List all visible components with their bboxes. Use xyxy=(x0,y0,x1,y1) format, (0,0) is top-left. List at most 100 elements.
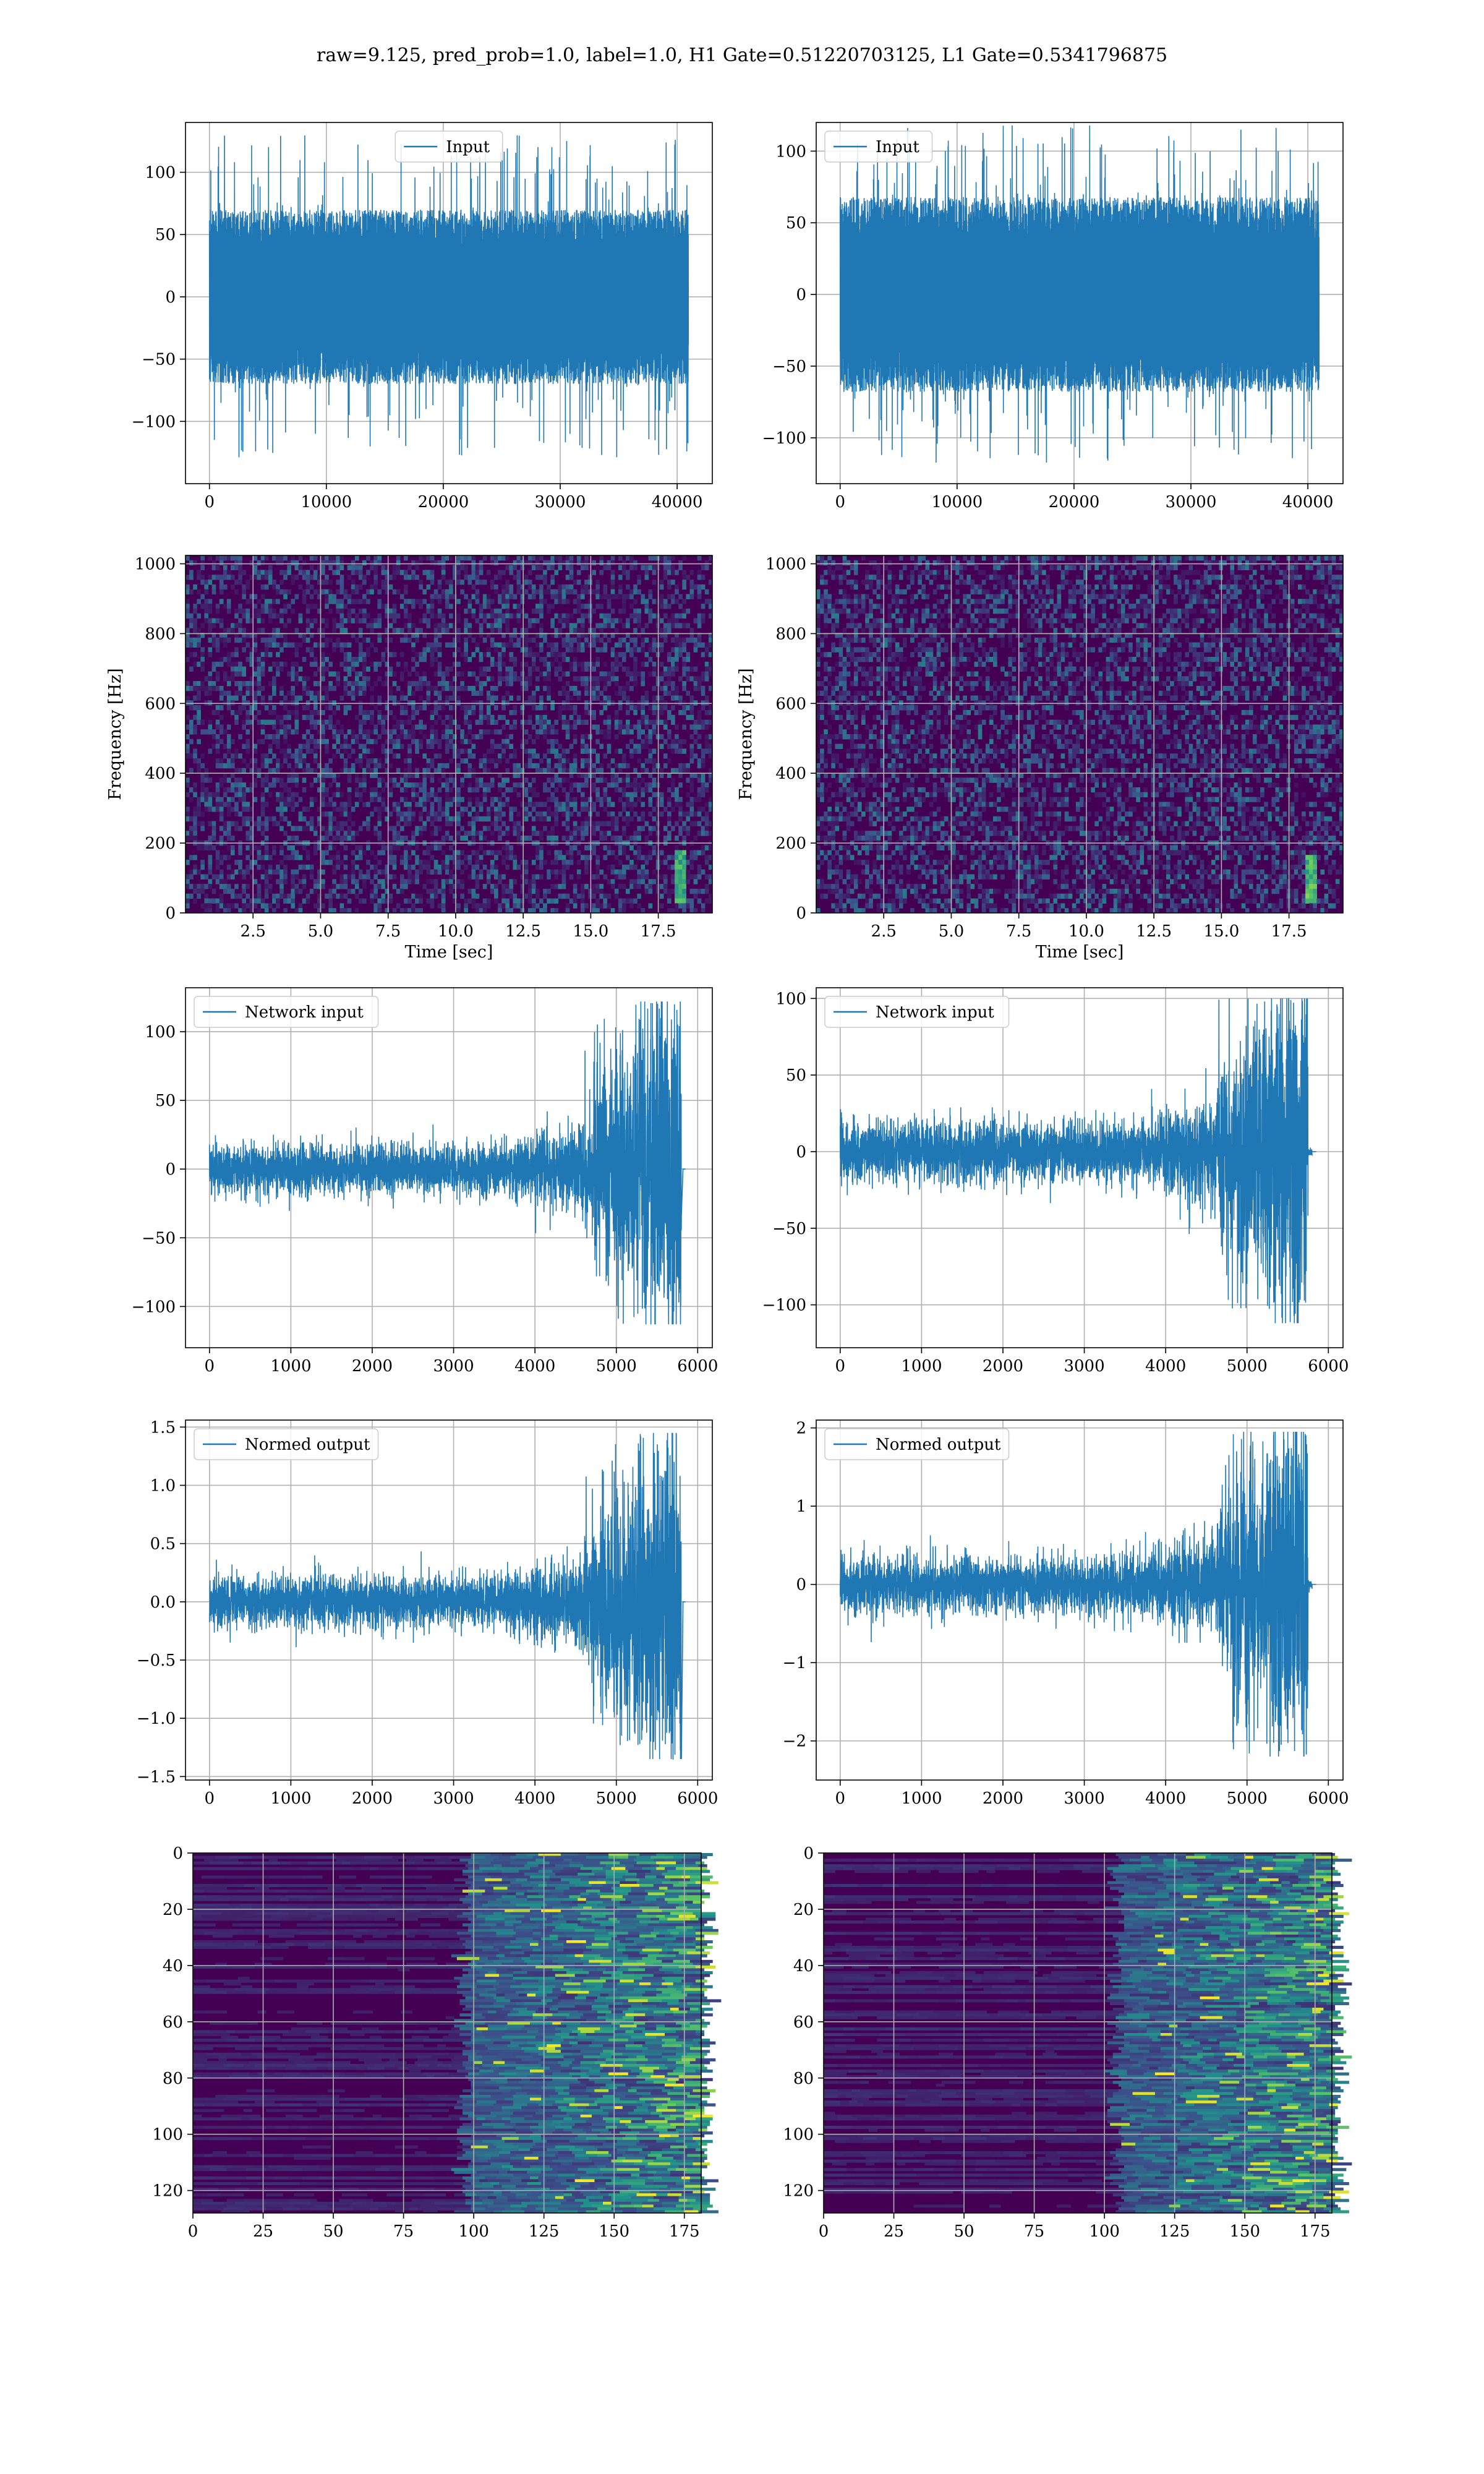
heatmap-cell xyxy=(565,724,570,730)
heatmap-cell xyxy=(231,807,235,812)
heatmap-cell xyxy=(678,652,683,657)
heatmap-cell xyxy=(276,729,280,735)
heatmap-cell xyxy=(569,705,574,711)
heatmap-cell xyxy=(226,864,231,870)
heatmap-cell xyxy=(498,908,502,914)
heatmap-cell xyxy=(305,685,310,691)
heatmap-cell xyxy=(242,782,246,788)
heatmap-cell xyxy=(377,633,382,638)
heatmap-cell xyxy=(257,826,262,831)
heatmap-cell xyxy=(479,580,484,585)
heatmap-cell xyxy=(392,884,397,889)
heatmap-cell xyxy=(362,821,367,826)
heatmap-cell xyxy=(689,584,694,590)
heatmap-cell xyxy=(697,613,702,619)
heatmap-cell xyxy=(584,777,589,783)
heatmap-cell xyxy=(336,681,341,687)
heatmap-cell xyxy=(419,580,423,585)
heatmap-cell xyxy=(671,748,675,754)
heatmap-cell xyxy=(558,613,563,619)
heatmap-cell xyxy=(626,864,630,870)
heatmap-cell xyxy=(392,743,397,749)
heatmap-cell xyxy=(475,893,480,899)
heatmap-cell xyxy=(637,797,641,802)
heatmap-cell xyxy=(399,690,404,696)
heatmap-cell xyxy=(347,831,352,836)
heatmap-cell xyxy=(313,748,318,754)
heatmap-cell xyxy=(449,594,453,599)
heatmap-cell xyxy=(584,709,589,716)
heatmap-cell xyxy=(433,560,438,566)
heatmap-cell xyxy=(449,719,453,725)
heatmap-cell xyxy=(595,768,600,774)
heatmap-cell xyxy=(332,618,336,623)
heatmap-cell xyxy=(565,637,570,643)
heatmap-cell xyxy=(505,604,510,609)
heatmap-cell xyxy=(652,695,657,701)
heatmap-cell xyxy=(682,821,686,826)
heatmap-cell xyxy=(392,908,397,914)
heatmap-cell xyxy=(272,898,276,904)
heatmap-cell xyxy=(204,613,209,619)
heatmap-cell xyxy=(618,884,623,889)
heatmap-cell xyxy=(509,884,514,889)
heatmap-cell xyxy=(558,666,563,672)
heatmap-cell xyxy=(675,898,679,904)
heatmap-cell xyxy=(547,652,551,657)
heatmap-cell xyxy=(249,816,254,822)
heatmap-cell xyxy=(294,753,299,759)
heatmap-cell xyxy=(599,613,604,619)
heatmap-cell xyxy=(449,758,453,764)
heatmap-cell xyxy=(464,738,468,745)
heatmap-cell xyxy=(257,608,262,614)
heatmap-cell xyxy=(614,855,619,860)
heatmap-cell xyxy=(516,768,521,774)
heatmap-cell xyxy=(565,633,570,638)
heatmap-cell xyxy=(419,738,423,745)
heatmap-cell xyxy=(396,845,401,850)
heatmap-cell xyxy=(407,874,412,880)
heatmap-cell xyxy=(392,681,397,687)
heatmap-cell xyxy=(516,826,521,831)
heatmap-cell xyxy=(659,642,664,648)
heatmap-cell xyxy=(433,628,438,633)
heatmap-cell xyxy=(268,642,273,648)
heatmap-cell xyxy=(599,594,604,599)
heatmap-cell xyxy=(309,584,314,590)
heatmap-cell xyxy=(283,874,288,880)
heatmap-cell xyxy=(441,613,446,619)
heatmap-cell xyxy=(569,637,574,643)
heatmap-cell xyxy=(426,642,431,648)
heatmap-cell xyxy=(226,637,231,643)
heatmap-cell xyxy=(558,802,563,807)
heatmap-cell xyxy=(644,637,649,643)
heatmap-cell xyxy=(648,884,653,889)
heatmap-cell xyxy=(535,666,540,672)
heatmap-cell xyxy=(189,560,194,566)
heatmap-cell xyxy=(565,758,570,764)
heatmap-cell xyxy=(321,811,325,817)
heatmap-cell xyxy=(257,709,262,716)
heatmap-cell xyxy=(637,782,641,788)
heatmap-cell xyxy=(637,671,641,677)
heatmap-cell xyxy=(573,690,578,696)
heatmap-cell xyxy=(663,860,668,865)
heatmap-cell xyxy=(234,903,239,909)
heatmap-cell xyxy=(607,637,612,643)
heatmap-cell xyxy=(396,903,401,909)
heatmap-cell xyxy=(294,777,299,783)
heatmap-cell xyxy=(652,565,657,570)
heatmap-cell xyxy=(641,642,646,648)
heatmap-cell xyxy=(351,565,356,570)
heatmap-cell xyxy=(366,676,370,682)
heatmap-cell xyxy=(260,657,265,662)
heatmap-cell xyxy=(675,850,679,855)
heatmap-cell xyxy=(404,589,408,595)
heatmap-cell xyxy=(226,811,231,817)
heatmap-cell xyxy=(603,594,608,599)
heatmap-cell xyxy=(325,836,329,841)
heatmap-cell xyxy=(437,642,442,648)
heatmap-cell xyxy=(294,652,299,657)
heatmap-cell xyxy=(554,570,559,575)
heatmap-cell xyxy=(373,705,378,711)
